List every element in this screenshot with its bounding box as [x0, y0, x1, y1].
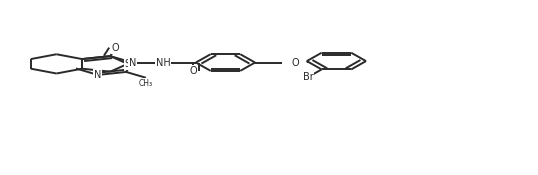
Text: N: N: [94, 70, 102, 80]
Text: N: N: [129, 58, 136, 68]
Text: O: O: [291, 58, 299, 68]
Text: Br: Br: [303, 72, 314, 82]
Text: CH₃: CH₃: [139, 79, 153, 88]
Text: O: O: [189, 66, 197, 76]
Text: O: O: [112, 43, 119, 53]
Text: S: S: [125, 59, 131, 69]
Text: NH: NH: [156, 58, 171, 68]
